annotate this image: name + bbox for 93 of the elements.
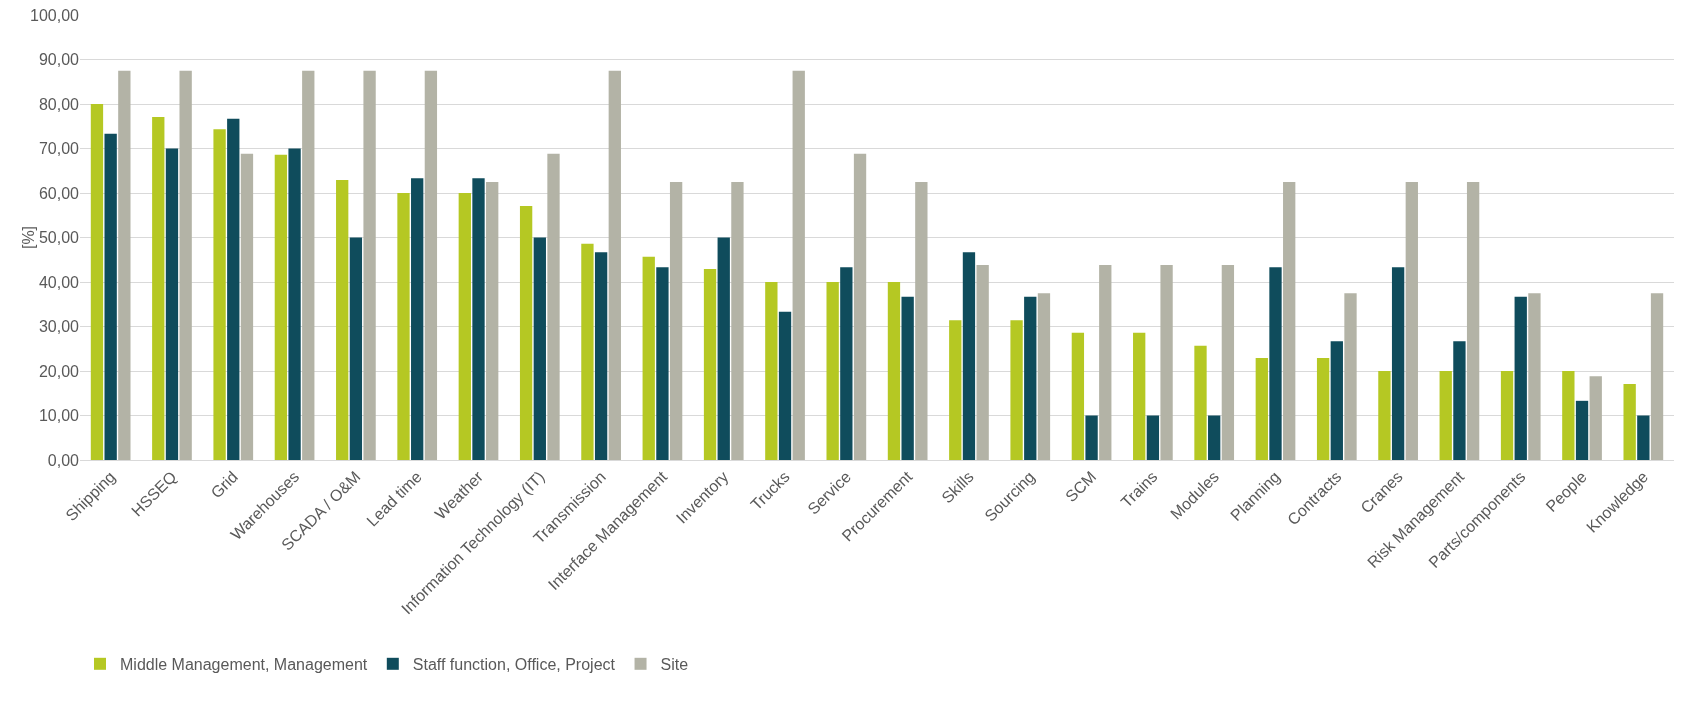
bar bbox=[1623, 383, 1636, 460]
bar bbox=[1466, 181, 1480, 460]
bar bbox=[1269, 267, 1282, 460]
bar bbox=[1010, 320, 1023, 460]
y-tick-label: 60,00 bbox=[38, 184, 80, 202]
bar bbox=[533, 237, 546, 460]
bar bbox=[1589, 376, 1602, 460]
bar bbox=[1316, 358, 1330, 460]
y-tick-label: 70,00 bbox=[38, 140, 80, 158]
bar bbox=[1500, 371, 1514, 460]
bar bbox=[472, 178, 485, 460]
bar bbox=[901, 296, 914, 460]
bar bbox=[1378, 371, 1391, 460]
bar bbox=[853, 153, 867, 460]
bar bbox=[274, 154, 288, 460]
bar bbox=[731, 181, 744, 460]
bar bbox=[397, 193, 410, 460]
bar bbox=[826, 282, 839, 460]
bar bbox=[976, 265, 989, 460]
bar bbox=[1405, 181, 1418, 460]
bar bbox=[1037, 293, 1051, 460]
bar bbox=[302, 70, 315, 460]
y-tick-label: 30,00 bbox=[38, 318, 80, 336]
bar bbox=[656, 267, 669, 460]
bar bbox=[949, 320, 962, 460]
bar bbox=[1024, 296, 1037, 460]
bar bbox=[424, 70, 438, 460]
legend-label: Staff function, Office, Project bbox=[412, 656, 616, 674]
bar bbox=[1071, 332, 1085, 460]
bar bbox=[104, 133, 117, 460]
bar bbox=[1194, 345, 1207, 460]
bar bbox=[213, 129, 226, 460]
bar bbox=[1133, 332, 1146, 460]
bar bbox=[1085, 415, 1098, 460]
bar bbox=[915, 181, 928, 460]
bar bbox=[165, 148, 179, 460]
bar bbox=[547, 153, 560, 460]
bar bbox=[519, 205, 533, 460]
bar bbox=[1208, 415, 1221, 460]
bar bbox=[962, 252, 976, 460]
bar bbox=[594, 252, 608, 460]
bar bbox=[1146, 415, 1160, 460]
bar bbox=[1439, 371, 1452, 460]
bar bbox=[227, 118, 240, 460]
bar bbox=[608, 70, 621, 460]
y-tick-label: 100,00 bbox=[30, 6, 80, 24]
y-tick-label: 20,00 bbox=[38, 362, 80, 380]
bar bbox=[1575, 400, 1589, 460]
bar bbox=[411, 178, 424, 460]
y-tick-label: 40,00 bbox=[38, 273, 80, 291]
bar bbox=[717, 237, 730, 460]
bar bbox=[118, 70, 131, 460]
bar bbox=[349, 237, 363, 460]
bar bbox=[486, 181, 499, 460]
bar bbox=[288, 148, 301, 460]
bar bbox=[1528, 293, 1541, 460]
bar bbox=[1330, 341, 1343, 460]
legend-label: Site bbox=[660, 656, 689, 674]
bar bbox=[581, 243, 594, 460]
y-tick-label: 50,00 bbox=[38, 229, 80, 247]
bar bbox=[1637, 415, 1650, 460]
bar bbox=[336, 180, 349, 460]
bar bbox=[1283, 181, 1296, 460]
bar bbox=[792, 70, 805, 460]
bar bbox=[887, 282, 901, 460]
y-axis-title: [%] bbox=[19, 225, 37, 250]
bar bbox=[669, 181, 683, 460]
bar bbox=[458, 193, 471, 460]
bar bbox=[840, 267, 853, 460]
bar bbox=[1160, 265, 1173, 460]
bar bbox=[1514, 296, 1527, 460]
y-tick-label: 10,00 bbox=[38, 407, 80, 425]
bar bbox=[765, 282, 778, 460]
bar bbox=[1562, 371, 1575, 460]
bar bbox=[179, 70, 192, 460]
bar bbox=[152, 116, 165, 460]
y-tick-label: 90,00 bbox=[38, 51, 80, 69]
bar bbox=[1099, 265, 1112, 460]
bar bbox=[778, 311, 792, 460]
bar bbox=[1344, 293, 1357, 460]
bar bbox=[1391, 267, 1405, 460]
bar bbox=[1255, 358, 1268, 460]
bar bbox=[642, 256, 655, 460]
legend-label: Middle Management, Management bbox=[120, 656, 368, 674]
bar bbox=[90, 104, 104, 460]
bar bbox=[1221, 265, 1235, 460]
y-tick-label: 80,00 bbox=[38, 95, 80, 113]
bar bbox=[1650, 293, 1664, 460]
bar bbox=[1453, 341, 1466, 460]
bar bbox=[240, 153, 254, 460]
bar bbox=[363, 70, 376, 460]
y-tick-label: 0,00 bbox=[47, 451, 80, 469]
bar bbox=[703, 269, 717, 460]
